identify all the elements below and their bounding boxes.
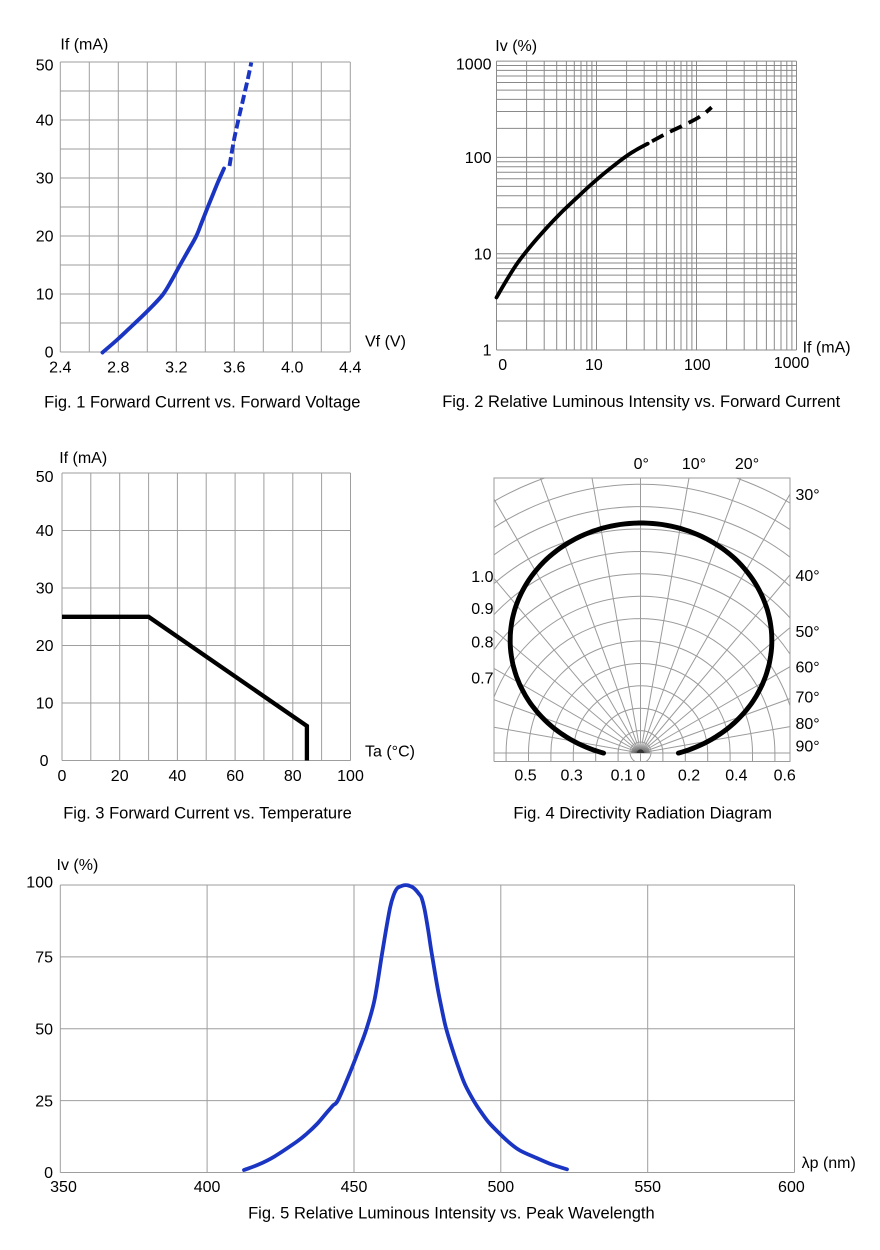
- svg-text:4.4: 4.4: [339, 360, 361, 377]
- svg-text:25: 25: [35, 1093, 53, 1110]
- svg-text:0.7: 0.7: [471, 671, 493, 688]
- svg-text:0.4: 0.4: [725, 768, 747, 785]
- svg-text:0: 0: [45, 345, 54, 362]
- svg-text:2.8: 2.8: [107, 360, 129, 377]
- svg-text:550: 550: [634, 1179, 661, 1196]
- svg-text:20: 20: [36, 638, 54, 655]
- svg-text:Fig. 3 Forward Current vs. Tem: Fig. 3 Forward Current vs. Temperature: [63, 805, 352, 823]
- svg-text:1000: 1000: [456, 56, 492, 73]
- svg-text:400: 400: [194, 1179, 221, 1196]
- svg-text:450: 450: [341, 1179, 368, 1196]
- svg-text:If (mA): If (mA): [803, 340, 851, 357]
- svg-text:10: 10: [36, 287, 54, 304]
- svg-text:70°: 70°: [796, 690, 820, 707]
- svg-text:0.3: 0.3: [560, 768, 582, 785]
- svg-text:1: 1: [483, 343, 492, 360]
- svg-text:60°: 60°: [796, 660, 820, 677]
- svg-text:90°: 90°: [796, 739, 820, 756]
- svg-text:0.9: 0.9: [471, 601, 493, 618]
- svg-text:Fig. 1 Forward Current vs. For: Fig. 1 Forward Current vs. Forward Volta…: [44, 394, 360, 412]
- svg-text:Fig. 4 Directivity Radiation D: Fig. 4 Directivity Radiation Diagram: [513, 805, 772, 823]
- svg-text:0: 0: [40, 753, 49, 770]
- svg-text:0.2: 0.2: [678, 768, 700, 785]
- svg-text:100: 100: [684, 357, 711, 374]
- svg-text:If (mA): If (mA): [59, 450, 107, 467]
- svg-text:0: 0: [44, 1165, 53, 1182]
- svg-text:0.8: 0.8: [471, 635, 493, 652]
- svg-text:100: 100: [26, 875, 53, 892]
- svg-text:30°: 30°: [796, 487, 820, 504]
- svg-text:Fig. 5 Relative Luminous Inten: Fig. 5 Relative Luminous Intensity vs. P…: [248, 1205, 655, 1223]
- svg-text:40: 40: [169, 768, 187, 785]
- svg-text:40: 40: [36, 523, 54, 540]
- svg-text:1.0: 1.0: [471, 569, 493, 586]
- svg-text:600: 600: [778, 1179, 805, 1196]
- svg-text:0: 0: [58, 768, 67, 785]
- svg-text:20: 20: [111, 768, 129, 785]
- svg-text:2.4: 2.4: [49, 360, 71, 377]
- svg-text:50: 50: [36, 58, 54, 75]
- svg-text:0.1: 0.1: [611, 768, 633, 785]
- svg-text:0: 0: [498, 357, 507, 374]
- svg-text:0.5: 0.5: [514, 768, 536, 785]
- svg-text:60: 60: [226, 768, 244, 785]
- svg-text:10: 10: [474, 246, 492, 263]
- svg-text:1000: 1000: [774, 355, 810, 372]
- svg-text:0°: 0°: [634, 456, 649, 473]
- svg-text:100: 100: [465, 150, 492, 167]
- svg-text:4.0: 4.0: [281, 360, 303, 377]
- svg-text:75: 75: [35, 950, 53, 967]
- svg-text:20°: 20°: [735, 456, 759, 473]
- svg-text:Iv (%): Iv (%): [57, 857, 99, 874]
- svg-text:0.6: 0.6: [774, 768, 796, 785]
- svg-text:10°: 10°: [682, 456, 706, 473]
- svg-text:30: 30: [36, 171, 54, 188]
- svg-text:0: 0: [636, 768, 645, 785]
- svg-text:50: 50: [36, 469, 54, 486]
- svg-text:80°: 80°: [796, 716, 820, 733]
- svg-text:3.6: 3.6: [223, 360, 245, 377]
- svg-text:500: 500: [487, 1179, 514, 1196]
- svg-text:Iv (%): Iv (%): [495, 38, 537, 55]
- svg-text:50°: 50°: [796, 624, 820, 641]
- svg-text:40: 40: [36, 113, 54, 130]
- svg-text:Vf (V): Vf (V): [365, 334, 406, 351]
- svg-text:10: 10: [585, 357, 603, 374]
- svg-text:Ta (°C): Ta (°C): [365, 744, 415, 761]
- svg-text:80: 80: [284, 768, 302, 785]
- svg-text:Fig. 2 Relative Luminous Inten: Fig. 2 Relative Luminous Intensity vs. F…: [442, 393, 840, 411]
- svg-text:350: 350: [50, 1179, 77, 1196]
- svg-text:20: 20: [36, 229, 54, 246]
- svg-text:50: 50: [35, 1022, 53, 1039]
- svg-text:40°: 40°: [796, 568, 820, 585]
- svg-text:30: 30: [36, 581, 54, 598]
- svg-text:λp (nm): λp (nm): [802, 1155, 856, 1172]
- svg-text:100: 100: [337, 768, 364, 785]
- svg-text:3.2: 3.2: [165, 360, 187, 377]
- svg-text:If (mA): If (mA): [60, 37, 108, 54]
- svg-text:10: 10: [36, 696, 54, 713]
